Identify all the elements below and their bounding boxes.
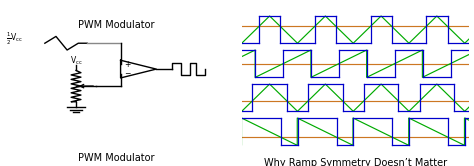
Text: −: −: [124, 69, 130, 78]
Text: +: +: [124, 60, 130, 69]
Text: Why Ramp Symmetry Doesn’t Matter: Why Ramp Symmetry Doesn’t Matter: [264, 158, 447, 166]
Text: PWM Modulator: PWM Modulator: [78, 20, 155, 30]
Text: V$_\mathregular{cc}$: V$_\mathregular{cc}$: [70, 55, 82, 67]
Text: PWM Modulator: PWM Modulator: [78, 154, 155, 164]
Text: $\frac{1}{2}$V$_\mathregular{cc}$: $\frac{1}{2}$V$_\mathregular{cc}$: [6, 31, 23, 47]
